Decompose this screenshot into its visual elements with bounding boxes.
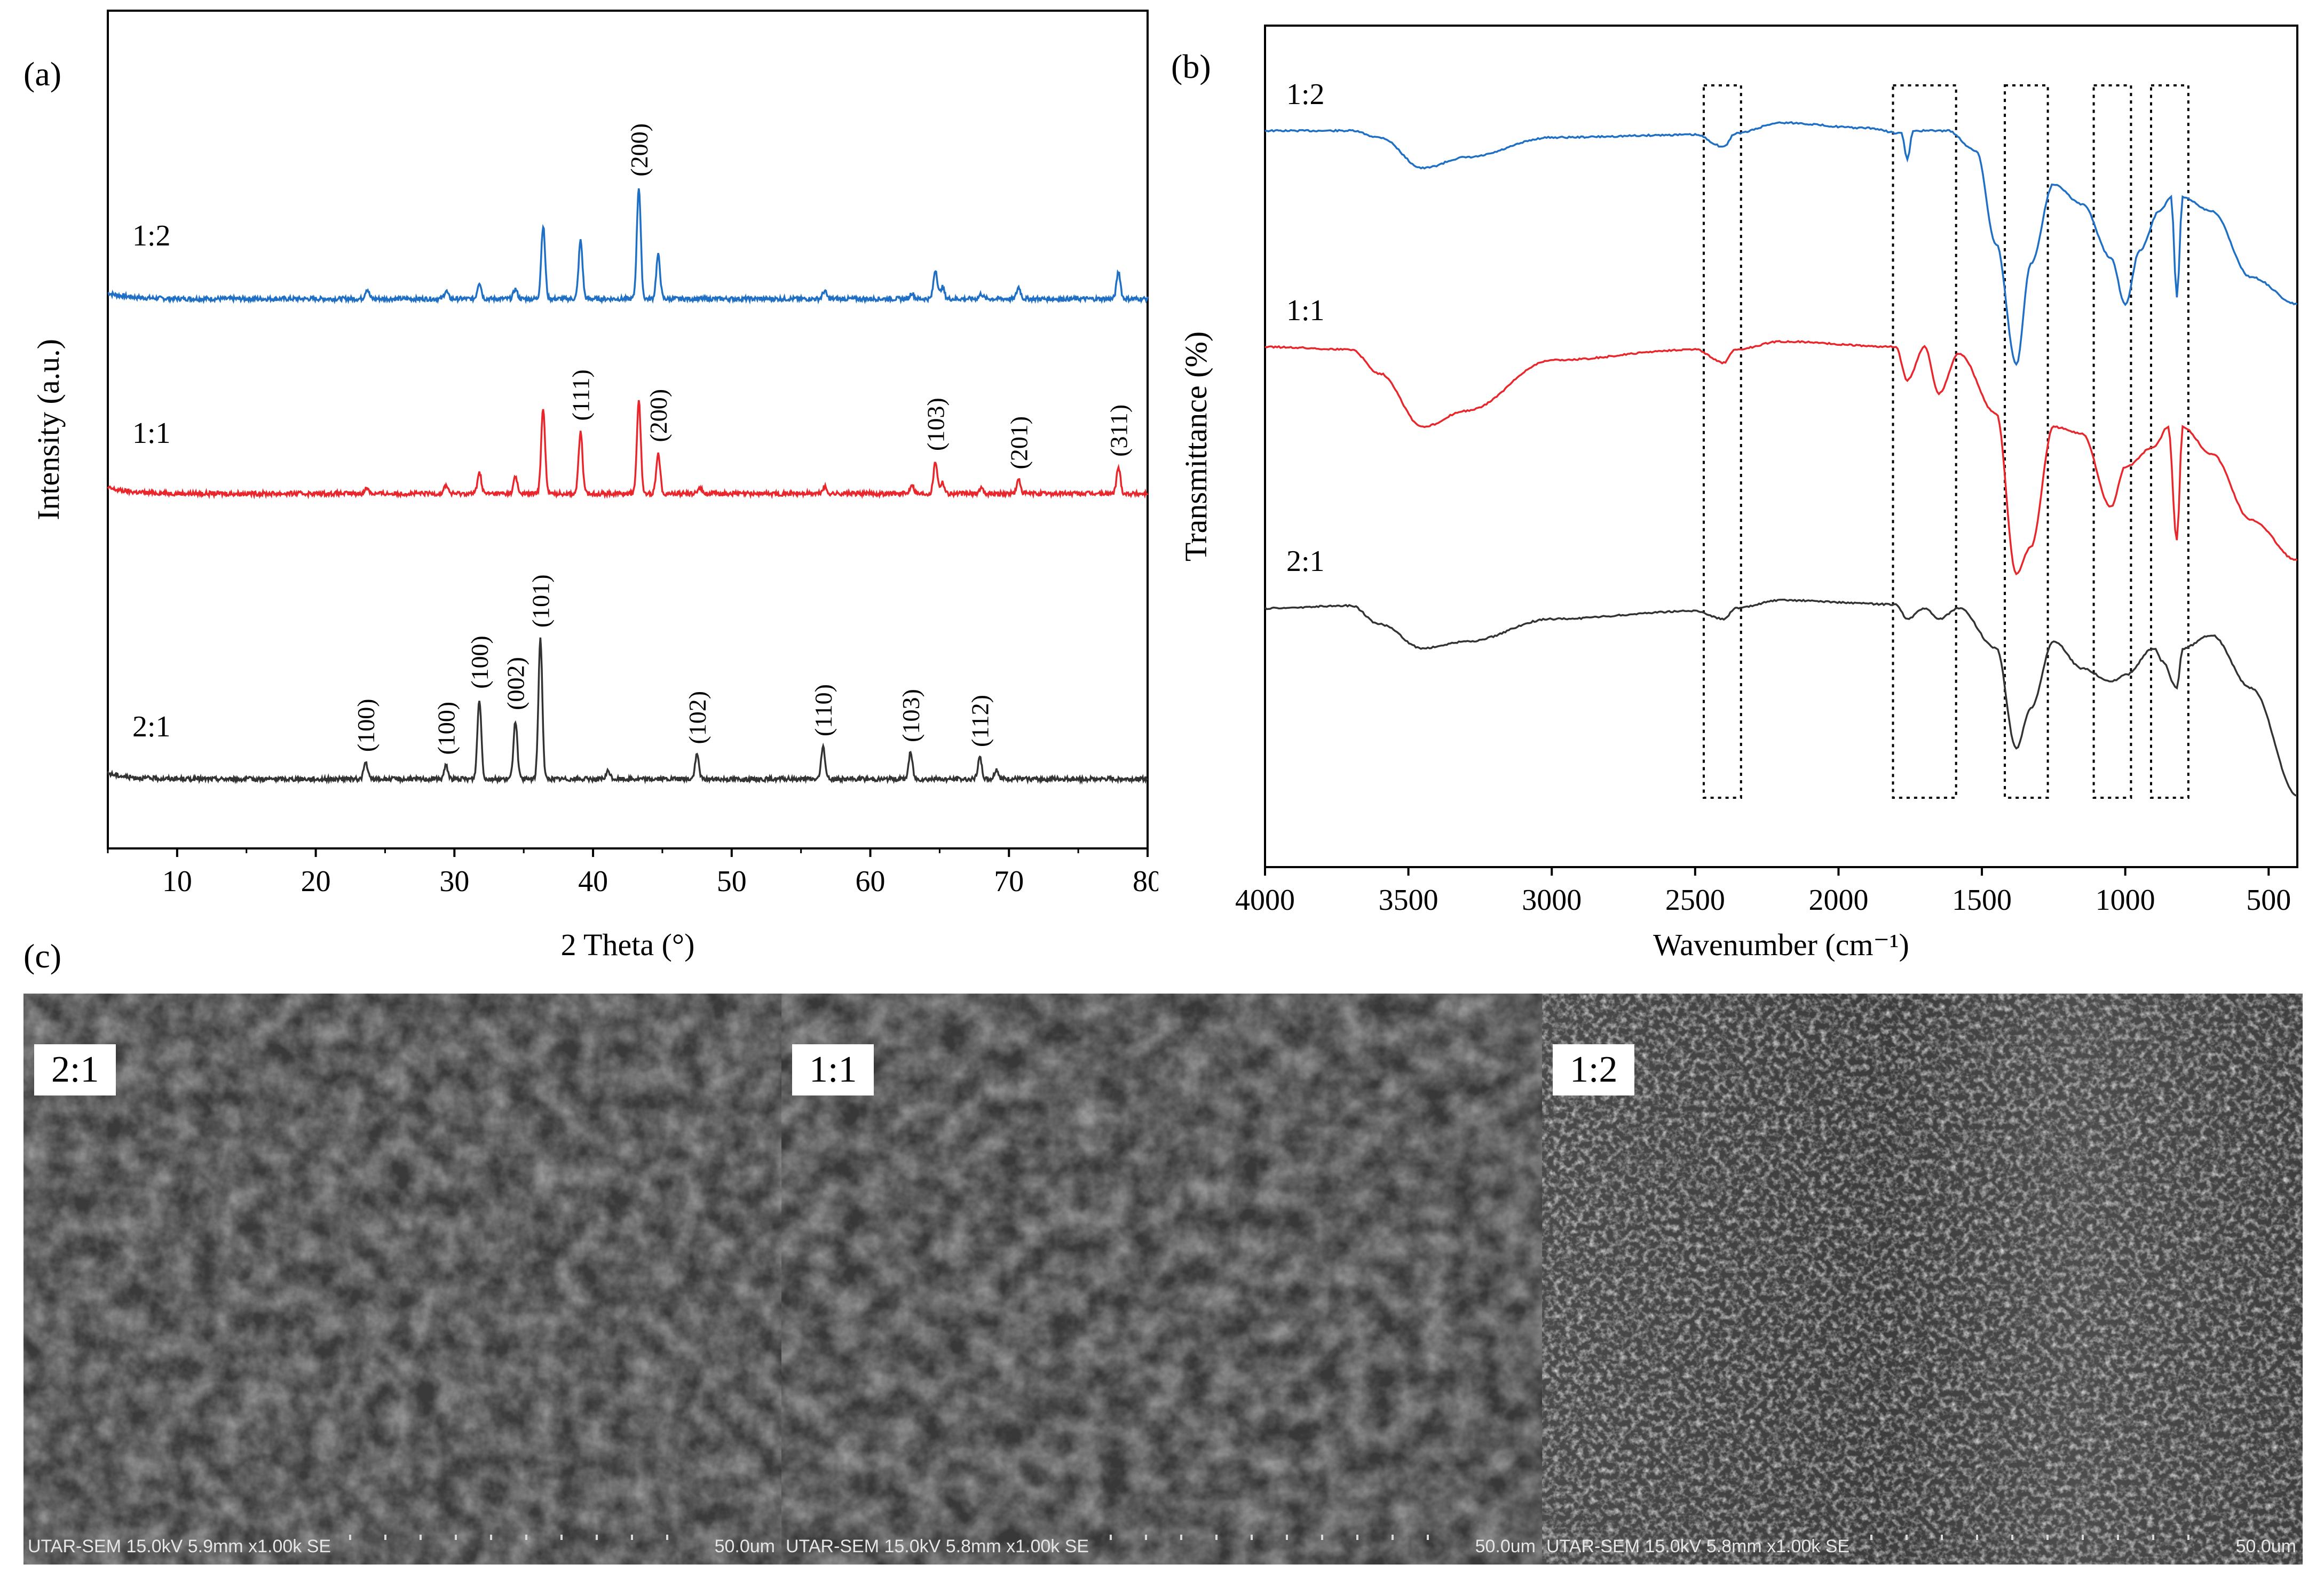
peak-annotation: (103): [897, 689, 924, 742]
highlight-box: [1892, 84, 1957, 799]
sem-footer: UTAR-SEM 15.0kV 5.9mm x1.00k SE 50.0um: [23, 1527, 781, 1565]
y-axis-label: Intensity (a.u.): [31, 339, 66, 520]
x-tick-label: 30: [439, 865, 469, 898]
series-line: [1264, 121, 2298, 367]
xrd-chart: 10 20 30 40 50 60 70 80 2 Theta (°) Intensity (a.…: [31, 10, 1158, 962]
panel-label-a: (a): [23, 55, 62, 93]
peak-annotation: (110): [810, 684, 837, 736]
peak-annotation: (111): [567, 369, 595, 420]
sem-images: 2:1 UTAR-SEM 15.0kV 5.9mm x1.00k SE 50.0…: [23, 994, 2303, 1565]
peak-annotation: (002): [502, 657, 529, 710]
sem-label: 1:2: [1553, 1044, 1635, 1095]
series-label: 1:2: [1286, 78, 1325, 111]
series-line: [107, 400, 1149, 499]
highlight-box: [2004, 84, 2049, 799]
sem-image-1-1: 1:1 UTAR-SEM 15.0kV 5.8mm x1.00k SE 50.0…: [781, 994, 1542, 1565]
x-tick-label: 40: [578, 865, 608, 898]
x-tick-label: 1500: [1952, 884, 2012, 917]
series-line: [1264, 598, 2298, 797]
series-line: [107, 188, 1149, 305]
x-axis-label: 2 Theta (°): [561, 927, 695, 962]
x-tick-label: 2000: [1808, 884, 1868, 917]
plot-frame: [107, 10, 1149, 849]
series-label: 2:1: [132, 710, 171, 743]
y-axis-label: Transmittance (%): [1179, 331, 1213, 561]
highlight-box: [1702, 84, 1742, 799]
sem-image-2-1: 2:1 UTAR-SEM 15.0kV 5.9mm x1.00k SE 50.0…: [23, 994, 781, 1565]
scale-bar: [1110, 1535, 1462, 1540]
peak-annotation: (103): [922, 398, 950, 451]
sem-scale: 50.0um: [1475, 1536, 1536, 1557]
peak-annotation: (201): [1005, 416, 1032, 470]
x-tick-label: 10: [162, 865, 192, 898]
sem-scale: 50.0um: [2235, 1536, 2296, 1557]
scale-bar: [349, 1535, 701, 1540]
sem-label: 2:1: [34, 1044, 116, 1095]
peak-annotation: (100): [433, 702, 460, 755]
peak-annotation: (101): [527, 574, 554, 628]
peak-annotation: (102): [684, 691, 711, 744]
series-label: 1:2: [132, 219, 171, 252]
series-label: 1:1: [132, 417, 171, 450]
sem-scale: 50.0um: [714, 1536, 775, 1557]
series-line: [1264, 340, 2298, 576]
x-tick-label: 70: [994, 865, 1024, 898]
x-tick-label: 50: [717, 865, 747, 898]
x-tick-label: 60: [856, 865, 886, 898]
x-tick-label: 1000: [2096, 884, 2155, 917]
highlight-box: [2150, 84, 2189, 799]
peak-annotation: (200): [645, 389, 672, 442]
peak-annotation: (100): [466, 636, 493, 689]
peak-annotation: (112): [967, 695, 994, 747]
series-label: 1:1: [1286, 294, 1325, 327]
series-line: [107, 637, 1148, 785]
sem-texture: [1542, 994, 2303, 1565]
sem-footer: UTAR-SEM 15.0kV 5.8mm x1.00k SE 50.0um: [781, 1527, 1542, 1565]
panel-label-b: (b): [1171, 47, 1211, 85]
sem-info: UTAR-SEM 15.0kV 5.9mm x1.00k SE: [28, 1536, 331, 1557]
peak-annotation: (200): [626, 123, 653, 177]
x-tick-label: 20: [301, 865, 331, 898]
x-tick-label: 500: [2246, 884, 2291, 917]
sem-footer: UTAR-SEM 15.0kV 5.8mm x1.00k SE 50.0um: [1542, 1527, 2303, 1565]
x-tick-label: 3500: [1379, 884, 1438, 917]
sem-texture: [781, 994, 1542, 1565]
panel-label-c: (c): [23, 937, 62, 975]
ftir-chart: 4000 3500 3000 2500 2000 1500 1000 500 Wavenumbe…: [1179, 25, 2298, 962]
peak-annotation: (311): [1105, 404, 1132, 457]
sem-texture: [23, 994, 781, 1565]
x-tick-label: 4000: [1235, 884, 1295, 917]
highlight-box: [2092, 84, 2132, 799]
series-label: 2:1: [1286, 545, 1325, 578]
sem-info: UTAR-SEM 15.0kV 5.8mm x1.00k SE: [1546, 1536, 1850, 1557]
sem-label: 1:1: [792, 1044, 874, 1095]
x-tick-label: 80: [1133, 865, 1158, 898]
peak-annotation: (100): [352, 698, 380, 752]
sem-image-1-2: 1:2 UTAR-SEM 15.0kV 5.8mm x1.00k SE 50.0…: [1542, 994, 2303, 1565]
x-tick-label: 3000: [1522, 884, 1582, 917]
x-axis-label: Wavenumber (cm⁻¹): [1653, 927, 1909, 962]
x-tick-label: 2500: [1665, 884, 1725, 917]
plot-frame: [1264, 25, 2298, 868]
scale-bar: [1870, 1535, 2223, 1540]
sem-info: UTAR-SEM 15.0kV 5.8mm x1.00k SE: [786, 1536, 1089, 1557]
